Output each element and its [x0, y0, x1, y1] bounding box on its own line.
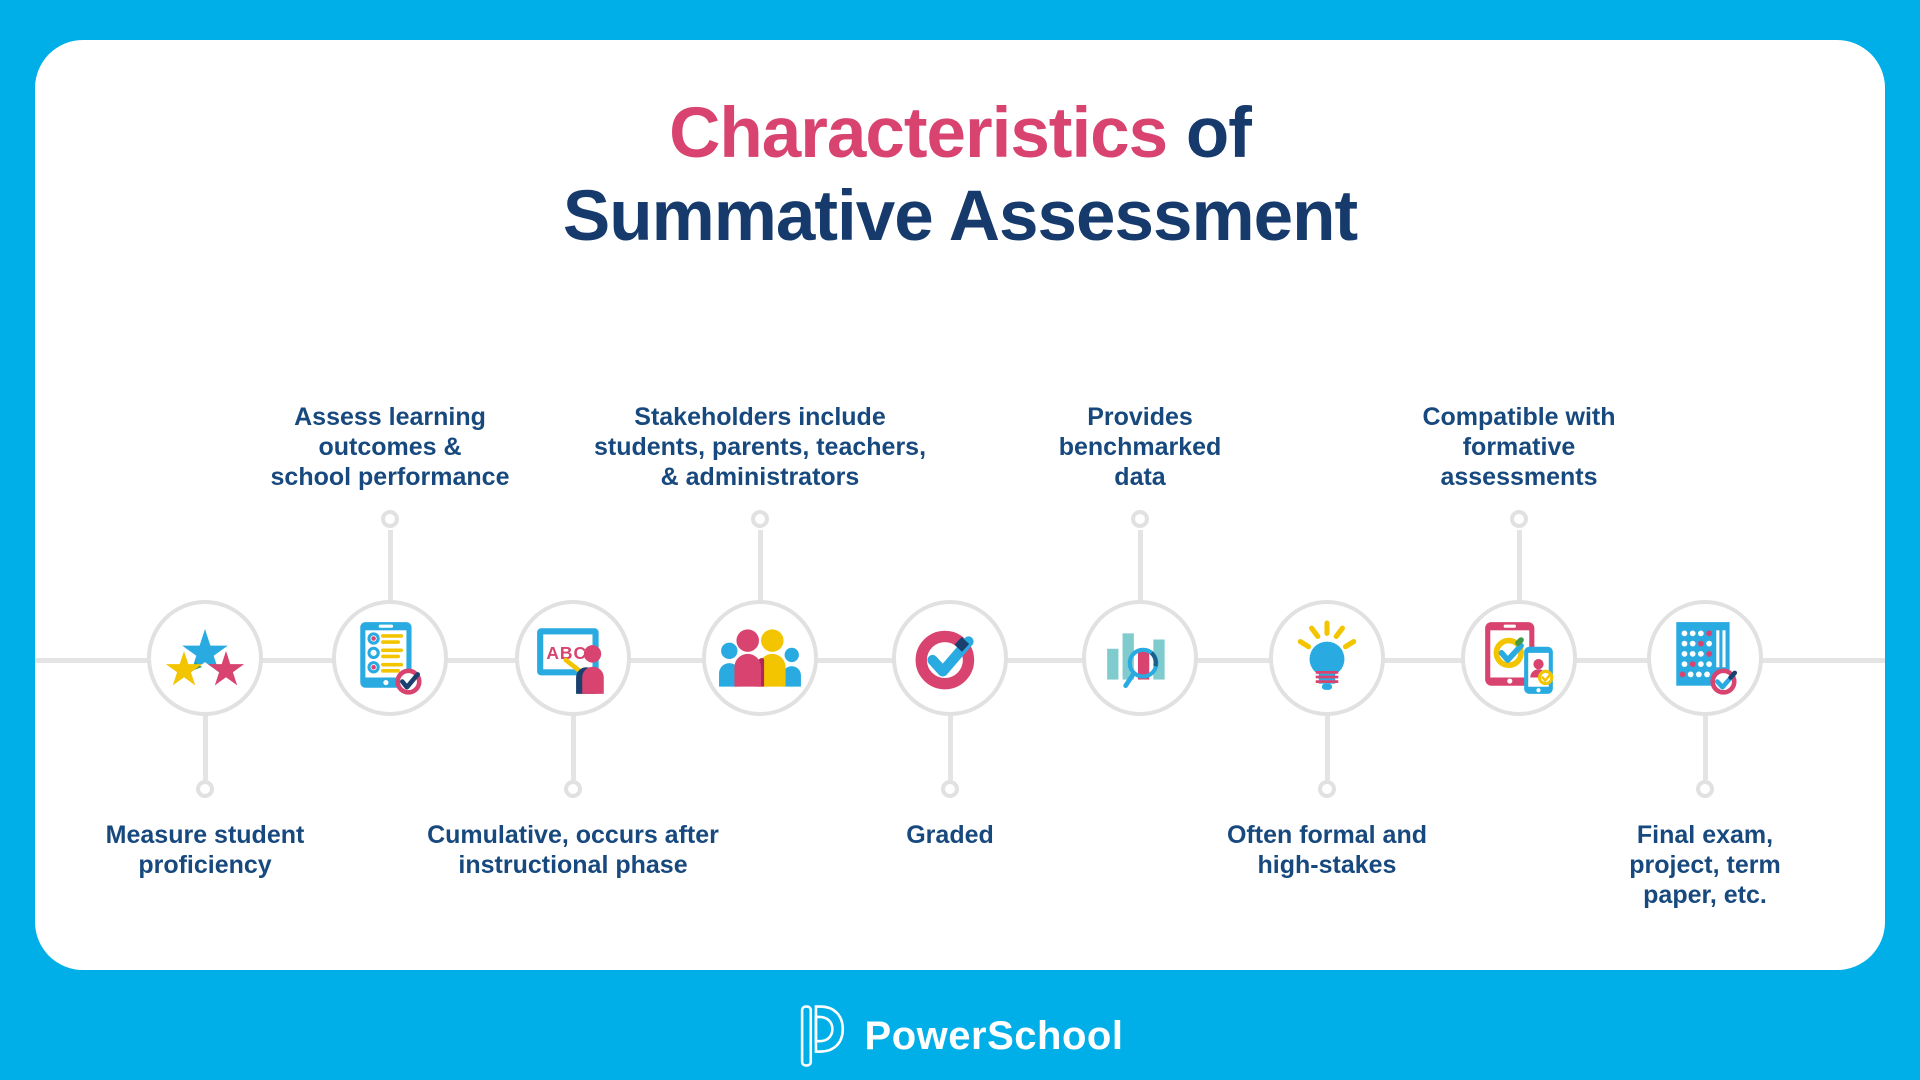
title-line-1: Characteristics of: [0, 92, 1920, 175]
timeline-label: Assess learning outcomes & school perfor…: [270, 403, 510, 491]
bar-chart-magnifier-icon: [1107, 633, 1165, 689]
timeline-label: Measure student proficiency: [105, 821, 305, 879]
lightbulb-icon: [1297, 620, 1357, 690]
connector-line: [1325, 714, 1330, 780]
timeline-label: Graded: [906, 821, 994, 849]
timeline-node: [1082, 600, 1198, 716]
timeline-node: ABC: [515, 600, 631, 716]
timeline-label: Compatible with formative assessments: [1422, 403, 1616, 491]
timeline-node: [702, 600, 818, 716]
connector-dot: [751, 510, 769, 528]
svg-text:ABC: ABC: [546, 643, 587, 663]
infographic-card: [35, 40, 1885, 970]
powerschool-wordmark: PowerSchool: [864, 1013, 1124, 1058]
people-group-icon: [719, 629, 801, 687]
footer: PowerSchool: [0, 992, 1920, 1080]
title-highlight: Characteristics: [669, 94, 1168, 173]
answer-sheet-icon: [1676, 622, 1738, 695]
connector-dot: [1510, 510, 1528, 528]
connector-dot: [1131, 510, 1149, 528]
checklist-tablet-icon: [360, 622, 422, 695]
connector-line: [948, 714, 953, 780]
powerschool-logo-icon: [800, 1005, 844, 1067]
title-rest: of: [1167, 94, 1252, 173]
timeline-node: [1647, 600, 1763, 716]
timeline-label: Final exam, project, term paper, etc.: [1629, 821, 1781, 909]
check-circle-icon: [915, 630, 975, 690]
abc-whiteboard-icon: ABC: [537, 628, 604, 694]
timeline-label: Provides benchmarked data: [1058, 403, 1222, 491]
connector-dot: [1696, 780, 1714, 798]
connector-line: [203, 714, 208, 780]
connector-dot: [381, 510, 399, 528]
timeline-node: [147, 600, 263, 716]
connector-line: [1703, 714, 1708, 780]
timeline-label: Often formal and high-stakes: [1226, 821, 1427, 879]
three-stars-icon: [165, 629, 245, 686]
timeline-node: [332, 600, 448, 716]
connector-dot: [1318, 780, 1336, 798]
timeline-node: [1461, 600, 1577, 716]
connector-dot: [196, 780, 214, 798]
timeline-label: Stakeholders include students, parents, …: [593, 403, 927, 491]
timeline-node: [892, 600, 1008, 716]
connector-dot: [941, 780, 959, 798]
timeline-node: [1269, 600, 1385, 716]
connector-line: [1517, 530, 1522, 604]
infographic-title: Characteristics of Summative Assessment: [0, 92, 1920, 258]
connector-line: [1138, 530, 1143, 604]
tablet-phone-check-icon: [1485, 622, 1554, 694]
connector-line: [571, 714, 576, 780]
connector-dot: [564, 780, 582, 798]
connector-line: [388, 530, 393, 604]
title-line-2: Summative Assessment: [562, 177, 1358, 256]
connector-line: [758, 530, 763, 604]
timeline-label: Cumulative, occurs after instructional p…: [427, 821, 719, 879]
